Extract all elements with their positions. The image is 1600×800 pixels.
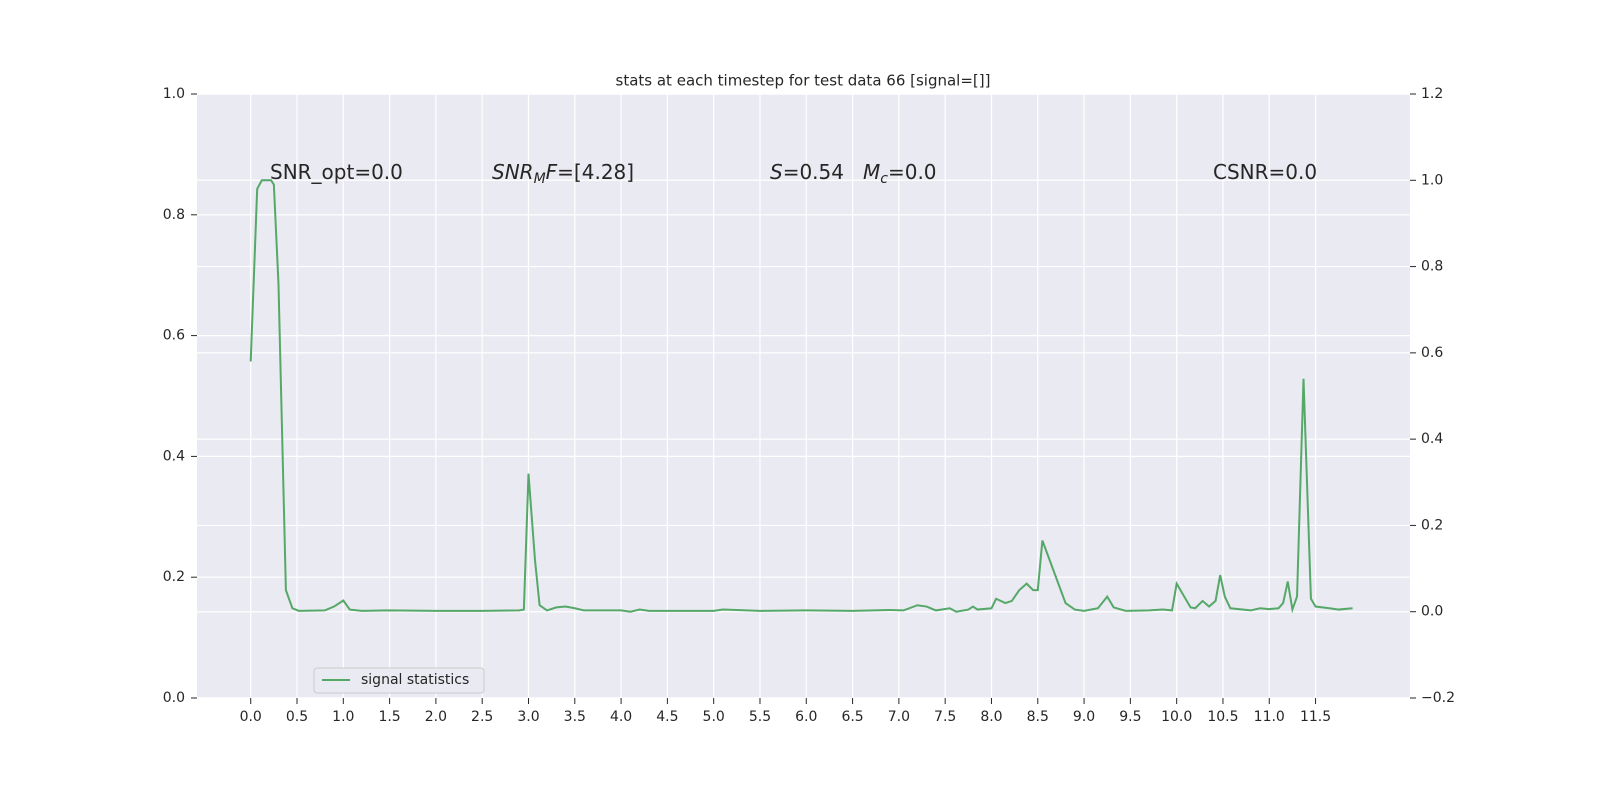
x-tick-label: 11.5 <box>1300 709 1331 725</box>
annotation-part: CSNR=0.0 <box>1213 160 1317 184</box>
y2-tick-label: 0.6 <box>1421 345 1443 361</box>
x-tick-label: 6.5 <box>841 709 863 725</box>
x-tick-label: 0.5 <box>286 709 308 725</box>
x-tick-label: 10.0 <box>1161 709 1192 725</box>
y-tick-label: 0.6 <box>163 328 185 344</box>
x-tick-label: 3.0 <box>517 709 539 725</box>
x-tick-label: 7.0 <box>888 709 910 725</box>
x-tick-label: 3.5 <box>564 709 586 725</box>
y-tick-label: 0.8 <box>163 207 185 223</box>
y2-tick-label: 0.2 <box>1421 517 1443 533</box>
annotation: Mc=0.0 <box>863 160 937 188</box>
x-tick-label: 7.5 <box>934 709 956 725</box>
x-tick-label: 5.0 <box>703 709 725 725</box>
y-tick-label: 0.4 <box>163 448 185 464</box>
chart-title: stats at each timestep for test data 66 … <box>616 72 991 90</box>
x-tick-label: 2.5 <box>471 709 493 725</box>
y-tick-label: 0.0 <box>163 690 185 706</box>
annotation-part: F <box>546 160 558 184</box>
y-tick-label: 1.0 <box>163 86 185 102</box>
x-tick-label: 1.5 <box>378 709 400 725</box>
x-tick-label: 9.5 <box>1119 709 1141 725</box>
y2-tick-label: 1.2 <box>1421 86 1443 102</box>
x-tick-label: 2.0 <box>425 709 447 725</box>
annotation-part: =0.0 <box>888 160 937 184</box>
annotation-part: SNR_opt=0.0 <box>270 160 403 184</box>
x-tick-label: 10.5 <box>1207 709 1238 725</box>
x-tick-label: 9.0 <box>1073 709 1095 725</box>
y-tick-label: 0.2 <box>163 569 185 585</box>
y2-tick-label: −0.2 <box>1421 690 1455 706</box>
annotation-part: =[4.28] <box>557 160 634 184</box>
x-tick-label: 6.0 <box>795 709 817 725</box>
annotation: S=0.54 <box>770 160 844 184</box>
legend-box <box>313 667 485 694</box>
annotation-part: M <box>863 160 880 184</box>
annotation: SNRMF=[4.28] <box>492 160 634 188</box>
y2-tick-label: 0.0 <box>1421 604 1443 620</box>
x-tick-label: 8.5 <box>1027 709 1049 725</box>
line-series <box>249 179 1353 614</box>
x-tick-label: 0.0 <box>240 709 262 725</box>
legend-label: signal statistics <box>361 672 469 688</box>
x-tick-label: 5.5 <box>749 709 771 725</box>
annotation-part: =0.54 <box>783 160 844 184</box>
plot-area <box>197 94 1410 698</box>
annotation-part: SNR <box>492 160 534 184</box>
y2-tick-label: 0.8 <box>1421 259 1443 275</box>
x-tick-label: 8.0 <box>980 709 1002 725</box>
annotation-part: M <box>534 171 546 187</box>
x-tick-label: 4.0 <box>610 709 632 725</box>
y2-tick-label: 1.0 <box>1421 172 1443 188</box>
annotation-part: c <box>880 171 888 187</box>
x-tick-label: 4.5 <box>656 709 678 725</box>
x-tick-label: 11.0 <box>1254 709 1285 725</box>
annotation: SNR_opt=0.0 <box>270 160 403 184</box>
y2-tick-label: 0.4 <box>1421 431 1443 447</box>
annotation: CSNR=0.0 <box>1213 160 1317 184</box>
annotation-part: S <box>770 160 783 184</box>
x-tick-label: 1.0 <box>332 709 354 725</box>
